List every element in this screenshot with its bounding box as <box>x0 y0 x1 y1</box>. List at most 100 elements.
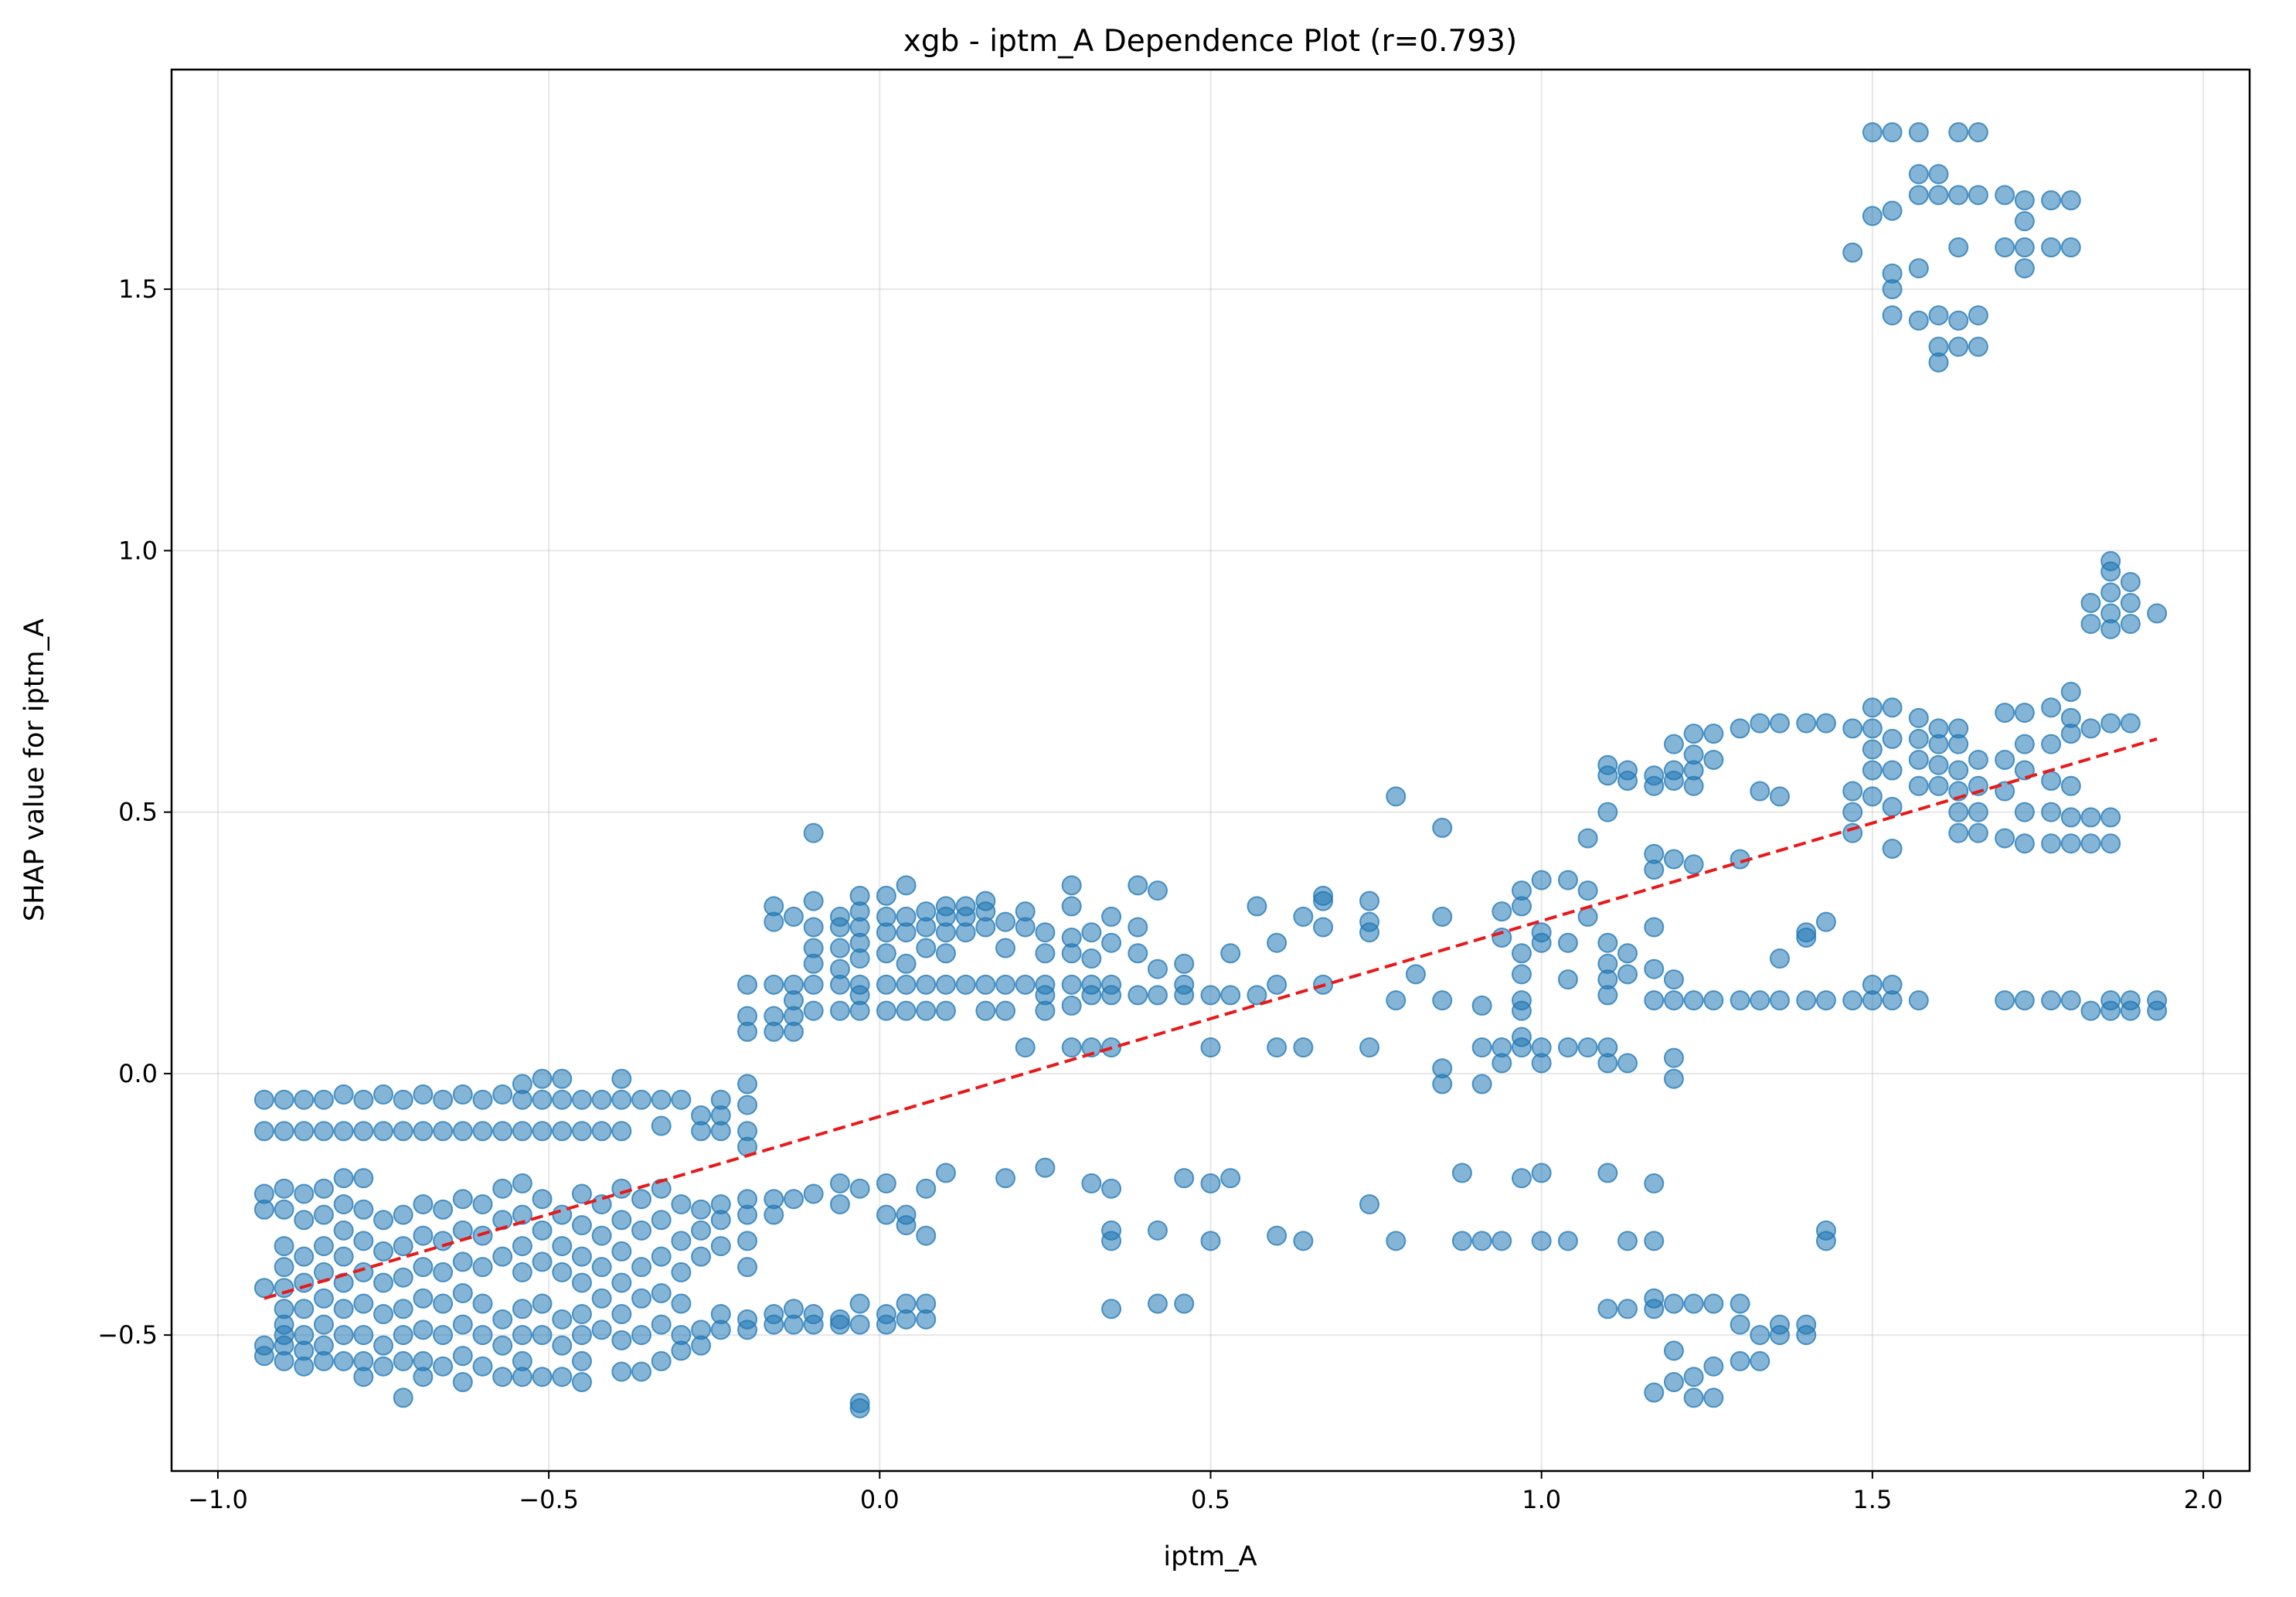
scatter-point <box>2100 603 2121 624</box>
scatter-point <box>253 1121 274 1142</box>
scatter-point <box>1293 1037 1314 1058</box>
scatter-point <box>995 1168 1016 1189</box>
scatter-point <box>274 1257 294 1278</box>
scatter-point <box>1220 1168 1241 1189</box>
scatter-point <box>651 1089 672 1110</box>
scatter-point <box>274 1178 294 1199</box>
scatter-point <box>737 974 758 995</box>
scatter-point <box>1267 1225 1287 1246</box>
scatter-point <box>433 1262 454 1282</box>
scatter-point <box>2100 582 2121 603</box>
scatter-point <box>2014 703 2035 724</box>
scatter-point <box>532 1367 553 1388</box>
scatter-point <box>1663 1340 1684 1361</box>
scatter-point <box>1928 185 1949 206</box>
scatter-point <box>1015 974 1036 995</box>
scatter-point <box>1531 922 1552 943</box>
scatter-point <box>1948 122 1969 143</box>
scatter-point <box>691 1199 712 1220</box>
scatter-point <box>591 1121 612 1142</box>
scatter-point <box>433 1325 454 1346</box>
scatter-point <box>1928 164 1949 185</box>
scatter-point <box>1081 1173 1102 1193</box>
scatter-point <box>2060 237 2081 258</box>
scatter-point <box>333 1350 354 1371</box>
scatter-point <box>373 1304 394 1325</box>
scatter-point <box>393 1089 413 1110</box>
scatter-point <box>1968 336 1988 357</box>
scatter-point <box>611 1068 632 1089</box>
scatter-point <box>1683 1367 1704 1388</box>
scatter-point <box>1471 1074 1492 1095</box>
scatter-point <box>472 1356 493 1377</box>
scatter-point <box>1882 760 1903 781</box>
scatter-point <box>1882 974 1903 995</box>
scatter-point <box>2060 807 2081 828</box>
scatter-point <box>764 1204 784 1225</box>
scatter-point <box>764 1006 784 1027</box>
scatter-point <box>710 1236 731 1257</box>
scatter-point <box>353 1089 374 1110</box>
scatter-point <box>651 1210 672 1231</box>
scatter-point <box>1597 932 1618 953</box>
scatter-point <box>1597 754 1618 775</box>
scatter-point <box>783 1314 804 1335</box>
scatter-point <box>1948 185 1969 206</box>
scatter-point <box>1928 336 1949 357</box>
scatter-point <box>2120 713 2141 734</box>
scatter-point <box>1769 786 1790 807</box>
scatter-point <box>1081 1037 1102 1058</box>
scatter-point <box>1968 305 1988 325</box>
scatter-point <box>1703 1293 1724 1314</box>
scatter-point <box>393 1236 413 1257</box>
scatter-point <box>2014 190 2035 211</box>
x-tick-label: 2.0 <box>2184 1485 2223 1514</box>
scatter-point <box>1995 237 2015 258</box>
scatter-point <box>1577 828 1598 849</box>
scatter-point <box>916 901 937 922</box>
chart-title: xgb - iptm_A Dependence Plot (r=0.793) <box>903 24 1517 59</box>
scatter-point <box>2014 802 2035 822</box>
scatter-point <box>274 1121 294 1142</box>
scatter-point <box>472 1121 493 1142</box>
scatter-point <box>492 1246 513 1267</box>
scatter-point <box>1968 122 1988 143</box>
scatter-point <box>1928 305 1949 325</box>
scatter-point <box>433 1199 454 1220</box>
scatter-point <box>1948 237 1969 258</box>
scatter-point <box>975 974 996 995</box>
scatter-point <box>1386 1231 1407 1251</box>
scatter-point <box>2041 802 2062 822</box>
scatter-point <box>1597 1299 1618 1319</box>
scatter-point <box>2060 833 2081 854</box>
scatter-point <box>2100 990 2121 1011</box>
scatter-point <box>1511 964 1532 985</box>
scatter-point <box>1644 1173 1665 1193</box>
scatter-point <box>2080 718 2101 739</box>
scatter-point <box>1035 1157 1056 1178</box>
scatter-point <box>1862 718 1883 739</box>
scatter-point <box>1908 990 1929 1011</box>
scatter-point <box>433 1231 454 1251</box>
scatter-point <box>896 1000 917 1021</box>
scatter-point <box>433 1121 454 1142</box>
scatter-point <box>1451 1231 1472 1251</box>
scatter-point <box>1995 703 2015 724</box>
scatter-point <box>1432 990 1453 1011</box>
scatter-point <box>1908 185 1929 206</box>
scatter-point <box>876 906 896 927</box>
scatter-point <box>313 1178 334 1199</box>
scatter-point <box>2014 258 2035 279</box>
scatter-point <box>433 1356 454 1377</box>
scatter-point <box>413 1288 434 1309</box>
scatter-point <box>1200 985 1221 1006</box>
scatter-point <box>1796 922 1817 943</box>
scatter-point <box>1882 200 1903 221</box>
scatter-point <box>1200 1037 1221 1058</box>
scatter-point <box>1750 990 1770 1011</box>
scatter-point <box>1750 1325 1770 1346</box>
scatter-point <box>651 1115 672 1136</box>
scatter-point <box>393 1204 413 1225</box>
scatter-point <box>452 1189 473 1210</box>
